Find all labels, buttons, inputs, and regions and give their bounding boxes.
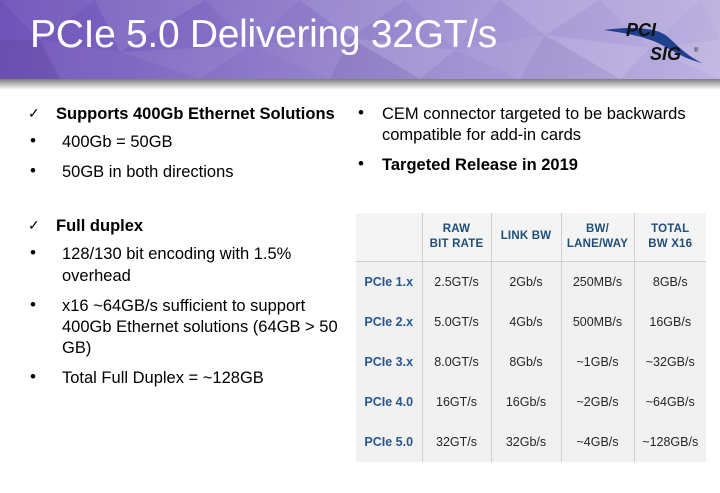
header-line-1: LINK BW [500,230,552,243]
check-mark-icon: ✓ [28,105,40,121]
header-line-1: RAW [442,222,471,235]
dot-bullet-icon: • [30,243,36,263]
header-line-2: BIT RATE [429,238,484,250]
cell-total-bw-x16: ~32GB/s [633,342,706,382]
bullet-text: 128/130 bit encoding with 1.5% overhead [62,245,292,285]
cell-link-bw: 32Gb/s [490,422,561,462]
cell-link-bw: 16Gb/s [490,382,561,422]
banner-drop-shadow [0,79,720,90]
table-corner-cell [356,213,422,262]
cell-link-bw: 2Gb/s [490,261,561,302]
cell-bw-lane-way: ~4GB/s [560,422,634,462]
bullet-text: CEM connector targeted to be backwards c… [382,105,686,145]
bullet-400gb-equals-50gb: • 400Gb = 50GB [28,131,344,153]
banner-polygon-texture [0,0,720,79]
row-label: PCIe 2.x [356,302,422,342]
row-label: PCIe 1.x [356,261,422,302]
row-label: PCIe 3.x [356,342,422,382]
bullet-50gb-both-directions: • 50GB in both directions [28,161,344,183]
table-row: PCIe 5.0 32GT/s 32Gb/s ~4GB/s ~128GB/s [356,422,706,462]
slide-header-banner: PCIe 5.0 Delivering 32GT/s PCI SIG ® [0,0,720,79]
dot-bullet-icon: • [30,294,36,314]
cell-link-bw: 8Gb/s [490,342,561,382]
table-row: PCIe 1.x 2.5GT/s 2Gb/s 250MB/s 8GB/s [356,261,706,302]
column-header-link-bw: LINK BW [490,213,561,262]
bullet-text: Targeted Release in 2019 [382,156,578,175]
dot-bullet-icon: • [358,103,364,122]
header-line-1: TOTAL [651,222,690,235]
column-header-total-bw-x16: TOTAL BW X16 [633,213,706,262]
bullet-text: x16 ~64GB/s sufficient to support 400Gb … [62,296,338,357]
dot-bullet-icon: • [358,154,364,174]
cell-bw-lane-way: ~1GB/s [560,342,634,382]
table-header: RAW BIT RATE LINK BW BW/ LANE/WAY TOTAL … [356,213,706,262]
logo-sig-text: SIG [650,44,681,64]
column-spacer [28,192,344,216]
row-label: PCIe 5.0 [356,422,422,462]
header-line-2: BW X16 [648,238,693,250]
dot-bullet-icon: • [30,366,36,386]
cell-bw-lane-way: 250MB/s [560,261,634,302]
header-line-1: BW/ [586,222,609,235]
bullet-text: 400Gb = 50GB [62,133,173,152]
bullet-supports-400gb: ✓ Supports 400Gb Ethernet Solutions [28,104,344,125]
bullet-full-duplex: ✓ Full duplex [28,216,344,237]
page-title: PCIe 5.0 Delivering 32GT/s [30,13,497,56]
dot-bullet-icon: • [30,131,36,151]
cell-total-bw-x16: 16GB/s [633,302,706,342]
bullet-total-full-duplex: • Total Full Duplex = ~128GB [28,366,344,389]
cell-total-bw-x16: ~128GB/s [633,422,706,462]
pcie-bandwidth-table: RAW BIT RATE LINK BW BW/ LANE/WAY TOTAL … [356,213,706,462]
bullet-text: Supports 400Gb Ethernet Solutions [56,105,335,123]
row-label: PCIe 4.0 [356,382,422,422]
check-mark-icon: ✓ [28,217,40,234]
bullet-text: Full duplex [56,217,144,236]
cell-raw-bit-rate: 8.0GT/s [421,342,491,382]
cell-raw-bit-rate: 32GT/s [421,422,491,462]
logo-pci-text: PCI [626,20,657,40]
cell-raw-bit-rate: 2.5GT/s [421,261,491,302]
table-row: PCIe 2.x 5.0GT/s 4Gb/s 500MB/s 16GB/s [356,302,706,342]
left-content-column: ✓ Supports 400Gb Ethernet Solutions • 40… [28,104,344,398]
bullet-text: Total Full Duplex = ~128GB [62,368,264,387]
bullet-targeted-release: • Targeted Release in 2019 [352,154,708,176]
bullet-text: 50GB in both directions [62,163,234,182]
logo-registered-icon: ® [694,47,699,54]
cell-bw-lane-way: 500MB/s [560,302,634,342]
cell-total-bw-x16: ~64GB/s [633,382,706,422]
header-line-2: LANE/WAY [566,238,629,250]
right-content-column: • CEM connector targeted to be backwards… [352,103,708,185]
cell-bw-lane-way: ~2GB/s [560,382,634,422]
cell-raw-bit-rate: 16GT/s [421,382,491,422]
bullet-x16-sufficient: • x16 ~64GB/s sufficient to support 400G… [28,294,344,359]
table-body: PCIe 1.x 2.5GT/s 2Gb/s 250MB/s 8GB/s PCI… [356,261,706,462]
logo-swoosh-icon [604,28,702,63]
table-header-row: RAW BIT RATE LINK BW BW/ LANE/WAY TOTAL … [356,213,706,262]
pci-sig-logo: PCI SIG ® [604,20,702,64]
bullet-cem-connector: • CEM connector targeted to be backwards… [352,103,708,146]
table-row: PCIe 4.0 16GT/s 16Gb/s ~2GB/s ~64GB/s [356,382,706,422]
bullet-encoding-overhead: • 128/130 bit encoding with 1.5% overhea… [28,243,344,286]
column-header-bw-lane-way: BW/ LANE/WAY [560,213,634,262]
table-row: PCIe 3.x 8.0GT/s 8Gb/s ~1GB/s ~32GB/s [356,342,706,382]
cell-total-bw-x16: 8GB/s [633,261,706,302]
cell-link-bw: 4Gb/s [490,302,561,342]
cell-raw-bit-rate: 5.0GT/s [421,302,491,342]
column-header-raw-bit-rate: RAW BIT RATE [421,213,491,262]
dot-bullet-icon: • [30,161,36,181]
